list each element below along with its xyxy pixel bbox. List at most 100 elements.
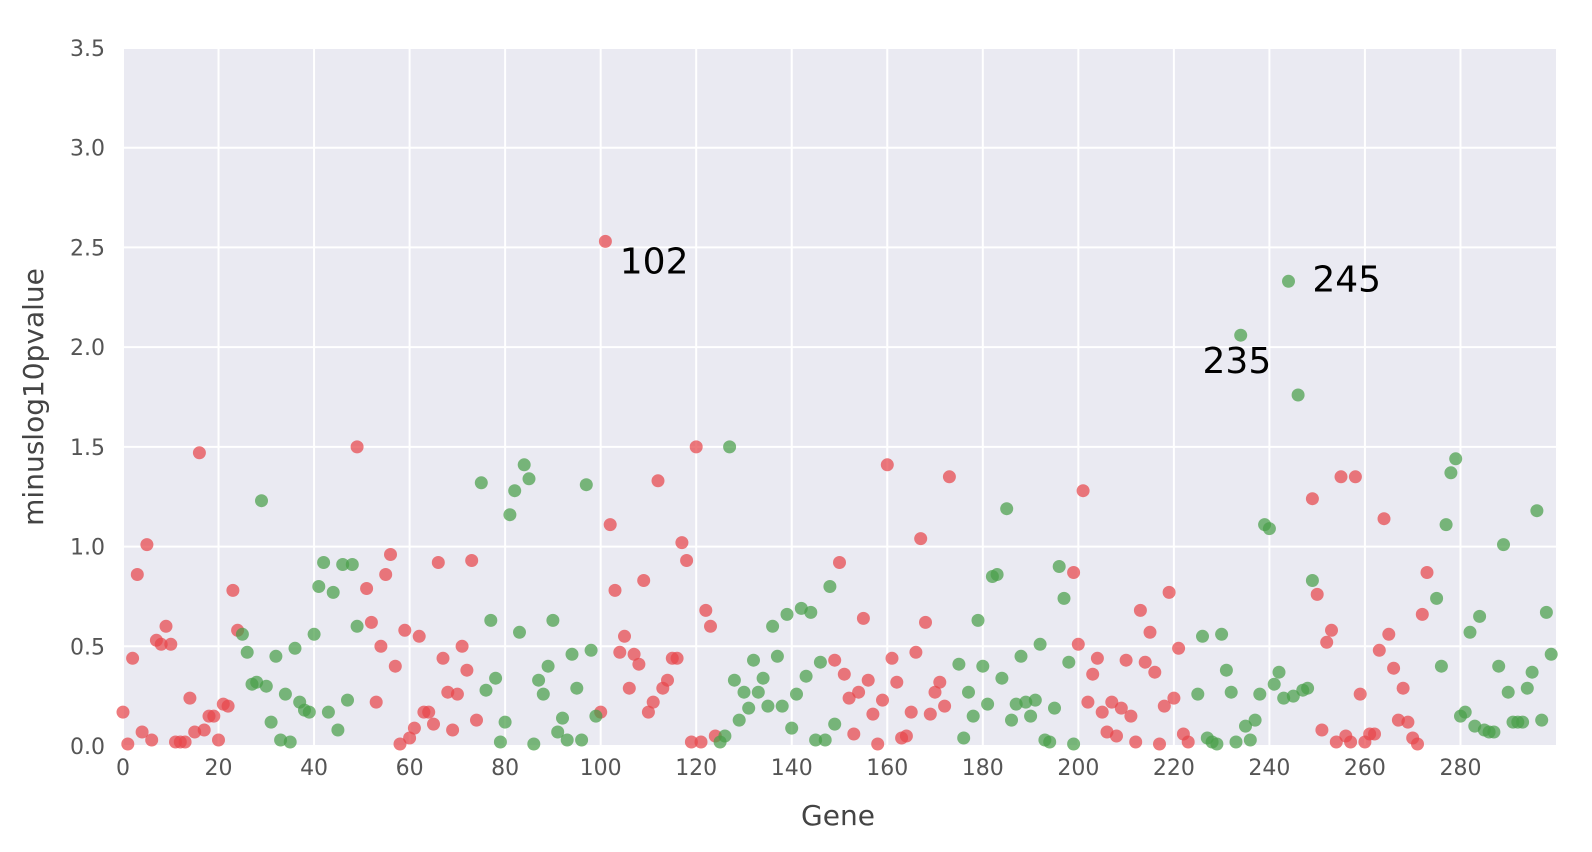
green-data-point <box>756 671 770 685</box>
green-data-point <box>493 735 507 749</box>
red-data-point <box>1377 512 1391 526</box>
red-data-point <box>207 709 221 723</box>
green-data-point <box>350 619 364 633</box>
green-data-point <box>1057 591 1071 605</box>
x-tick-label: 60 <box>396 756 424 781</box>
red-data-point <box>1372 643 1386 657</box>
red-data-point <box>1071 637 1085 651</box>
red-data-point <box>1114 701 1128 715</box>
green-data-point <box>479 683 493 697</box>
green-data-point <box>1014 649 1028 663</box>
red-data-point <box>140 538 154 552</box>
x-tick-label: 120 <box>675 756 717 781</box>
red-data-point <box>1401 715 1415 729</box>
x-tick-label: 280 <box>1439 756 1481 781</box>
y-tick-label: 2.5 <box>70 236 105 261</box>
red-data-point <box>159 619 173 633</box>
y-tick-label: 3.0 <box>70 137 105 162</box>
red-data-point <box>212 733 225 747</box>
red-data-point <box>1133 603 1147 617</box>
green-data-point <box>966 709 980 723</box>
green-data-point <box>570 681 584 695</box>
x-tick-label: 260 <box>1344 756 1386 781</box>
red-data-point <box>1315 723 1329 737</box>
red-data-point <box>1172 641 1186 655</box>
green-data-point <box>1224 685 1238 699</box>
green-data-point <box>828 717 842 731</box>
green-data-point <box>579 478 593 492</box>
x-tick-label: 20 <box>205 756 233 781</box>
green-data-point <box>1196 629 1209 643</box>
red-data-point <box>1305 492 1319 506</box>
red-data-point <box>436 651 450 665</box>
green-data-point <box>283 735 297 749</box>
green-data-point <box>278 687 292 701</box>
green-data-point <box>235 627 249 641</box>
data-points <box>116 234 1558 751</box>
red-data-point <box>856 611 870 625</box>
red-data-point <box>899 729 913 743</box>
green-data-point <box>813 655 827 669</box>
green-data-point <box>513 625 526 639</box>
x-tick-label: 180 <box>962 756 1004 781</box>
red-data-point <box>412 629 426 643</box>
annotation-label: 235 <box>1203 341 1272 382</box>
red-data-point <box>694 735 708 749</box>
green-data-point <box>1191 687 1205 701</box>
green-data-point <box>775 699 789 713</box>
red-data-point <box>398 623 412 637</box>
green-data-point <box>1439 518 1453 532</box>
red-data-point <box>183 691 197 705</box>
red-data-point <box>933 675 947 689</box>
red-data-point <box>427 717 440 731</box>
x-tick-label: 240 <box>1248 756 1290 781</box>
green-data-point <box>809 733 823 747</box>
red-data-point <box>1105 695 1119 709</box>
y-tick-label: 1.0 <box>70 536 105 561</box>
green-data-point <box>785 721 799 735</box>
red-data-point <box>1415 607 1429 621</box>
red-data-point <box>164 637 178 651</box>
green-data-point <box>536 687 550 701</box>
red-data-point <box>675 536 689 550</box>
green-data-point <box>312 580 326 593</box>
red-data-point <box>1420 566 1434 579</box>
red-data-point <box>374 639 388 653</box>
red-data-point <box>914 532 928 546</box>
green-data-point <box>1267 677 1281 691</box>
green-data-point <box>556 711 569 725</box>
green-data-point <box>341 693 354 707</box>
red-data-point <box>455 639 469 653</box>
green-data-point <box>737 685 751 699</box>
green-data-point <box>321 705 335 719</box>
green-data-point <box>823 580 837 593</box>
green-data-point <box>1043 735 1057 749</box>
green-data-point <box>1487 725 1501 739</box>
green-data-point <box>766 619 780 633</box>
red-data-point <box>1129 735 1143 749</box>
green-data-point <box>761 699 775 713</box>
red-data-point <box>928 685 942 699</box>
red-data-point <box>1387 661 1401 675</box>
red-data-point <box>880 458 894 472</box>
green-data-point <box>269 649 283 663</box>
green-data-point <box>1286 689 1300 703</box>
green-data-point <box>302 705 316 719</box>
red-data-point <box>637 574 651 587</box>
red-data-point <box>1396 681 1410 695</box>
red-data-point <box>1368 727 1381 741</box>
red-data-point <box>1348 470 1362 484</box>
red-data-point <box>360 582 374 595</box>
green-data-point <box>307 627 321 641</box>
green-data-point <box>1243 733 1257 747</box>
green-data-point <box>1248 713 1262 727</box>
green-data-point <box>1301 681 1315 695</box>
green-data-point <box>1449 452 1463 466</box>
red-data-point <box>470 713 483 727</box>
green-data-point <box>508 484 522 498</box>
point-annotations: 102 235 245 <box>620 241 1381 382</box>
green-data-point <box>551 725 565 739</box>
green-data-point <box>1028 693 1042 707</box>
green-data-point <box>326 585 340 599</box>
red-data-point <box>919 615 932 629</box>
